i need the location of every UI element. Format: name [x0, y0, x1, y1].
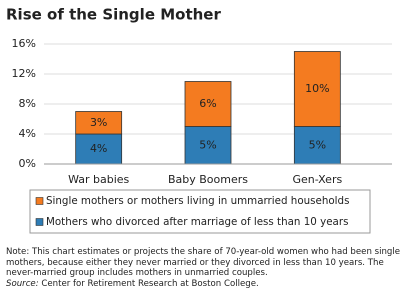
x-tick-label: War babies	[68, 173, 129, 186]
legend-label: Single mothers or mothers living in umma…	[46, 195, 349, 207]
data-label: 5%	[309, 138, 326, 151]
data-label: 5%	[199, 138, 216, 151]
legend-label: Mothers who divorced after marriage of l…	[46, 216, 348, 228]
bar-segment	[184, 81, 232, 127]
data-label: 10%	[305, 82, 329, 95]
data-label: 4%	[90, 142, 107, 155]
source-text: Center for Retirement Research at Boston…	[41, 278, 259, 289]
x-tick-label: Gen-Xers	[292, 173, 342, 186]
data-label: 6%	[199, 97, 216, 110]
y-tick-label: 8%	[19, 97, 36, 110]
chart: Rise of the Single Mother 0% 4% 8% 12% 16% Wa…	[6, 6, 392, 234]
source-label: Source:	[6, 278, 39, 289]
legend-swatch	[35, 218, 44, 226]
y-tick-label: 16%	[12, 37, 36, 50]
note-text: Note: This chart estimates or projects t…	[6, 247, 401, 278]
source: Source: Center for Retirement Research a…	[6, 279, 404, 290]
x-tick-label: Baby Boomers	[168, 173, 248, 186]
y-tick-label: 12%	[12, 67, 36, 80]
chart-title: Rise of the Single Mother	[6, 6, 221, 24]
bar-segment	[293, 51, 341, 127]
bar-segment	[75, 111, 123, 135]
note: Note: This chart estimates or projects t…	[6, 247, 404, 289]
legend-box	[29, 189, 371, 234]
data-label: 3%	[90, 116, 107, 129]
legend-swatch	[35, 197, 44, 205]
y-tick-label: 4%	[19, 127, 36, 140]
y-tick-label: 0%	[19, 157, 36, 170]
